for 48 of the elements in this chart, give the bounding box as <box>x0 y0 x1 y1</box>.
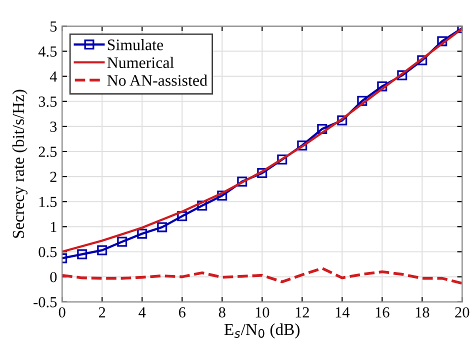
point <box>197 200 208 211</box>
legend-label: No AN-assisted <box>107 74 208 86</box>
x-tick-label: 0 <box>58 307 66 318</box>
x-tick-label: 18 <box>416 307 430 318</box>
point <box>117 236 128 247</box>
point <box>77 249 88 260</box>
point <box>377 81 388 92</box>
y-tick-label: 2.5 <box>38 146 57 158</box>
y-tick-label: 1.5 <box>39 196 57 208</box>
point <box>337 115 348 126</box>
x-tick-label: 14 <box>336 307 350 318</box>
point <box>317 124 328 134</box>
y-tick-label: -0.5 <box>34 297 57 308</box>
x-tick-label: 12 <box>296 307 309 318</box>
y-tick-label: 4.5 <box>38 46 57 57</box>
point <box>437 36 448 46</box>
point <box>137 228 148 239</box>
x-tick-label: 20 <box>455 307 470 318</box>
y-tick-label: 5 <box>50 21 57 32</box>
point <box>237 176 248 187</box>
y-tick-label: 2 <box>50 172 56 182</box>
y-tick-label: 3 <box>50 122 57 132</box>
x-tick-label: 8 <box>218 307 226 318</box>
y-axis-title: Secrecy rate (bit/s/Hz) <box>12 90 28 238</box>
x-axis-title: E$_{s}$/N$_{0}$ (dB) <box>224 323 300 338</box>
y-tick-label: 3.5 <box>38 96 57 107</box>
point <box>357 96 368 106</box>
y-tick-label: 4 <box>50 72 57 82</box>
x-tick-label: 16 <box>376 307 390 318</box>
point <box>157 222 168 232</box>
x-tick-label: 2 <box>98 307 106 318</box>
x-tick-label: 10 <box>256 307 270 318</box>
legend-label: Numerical <box>107 56 174 68</box>
x-tick-label: 6 <box>178 307 186 318</box>
point <box>217 190 228 201</box>
point <box>417 55 428 66</box>
y-tick-label: 0 <box>50 272 57 282</box>
point <box>297 140 308 150</box>
point <box>177 211 188 222</box>
legend-label: Simulate <box>108 39 164 50</box>
point <box>257 168 268 178</box>
x-tick-label: 4 <box>138 307 146 318</box>
y-tick-label: 0.5 <box>38 246 57 258</box>
point <box>277 154 288 165</box>
y-tick-label: 1 <box>50 222 56 232</box>
point <box>97 245 108 256</box>
point <box>397 70 408 80</box>
line-series <box>62 266 462 285</box>
